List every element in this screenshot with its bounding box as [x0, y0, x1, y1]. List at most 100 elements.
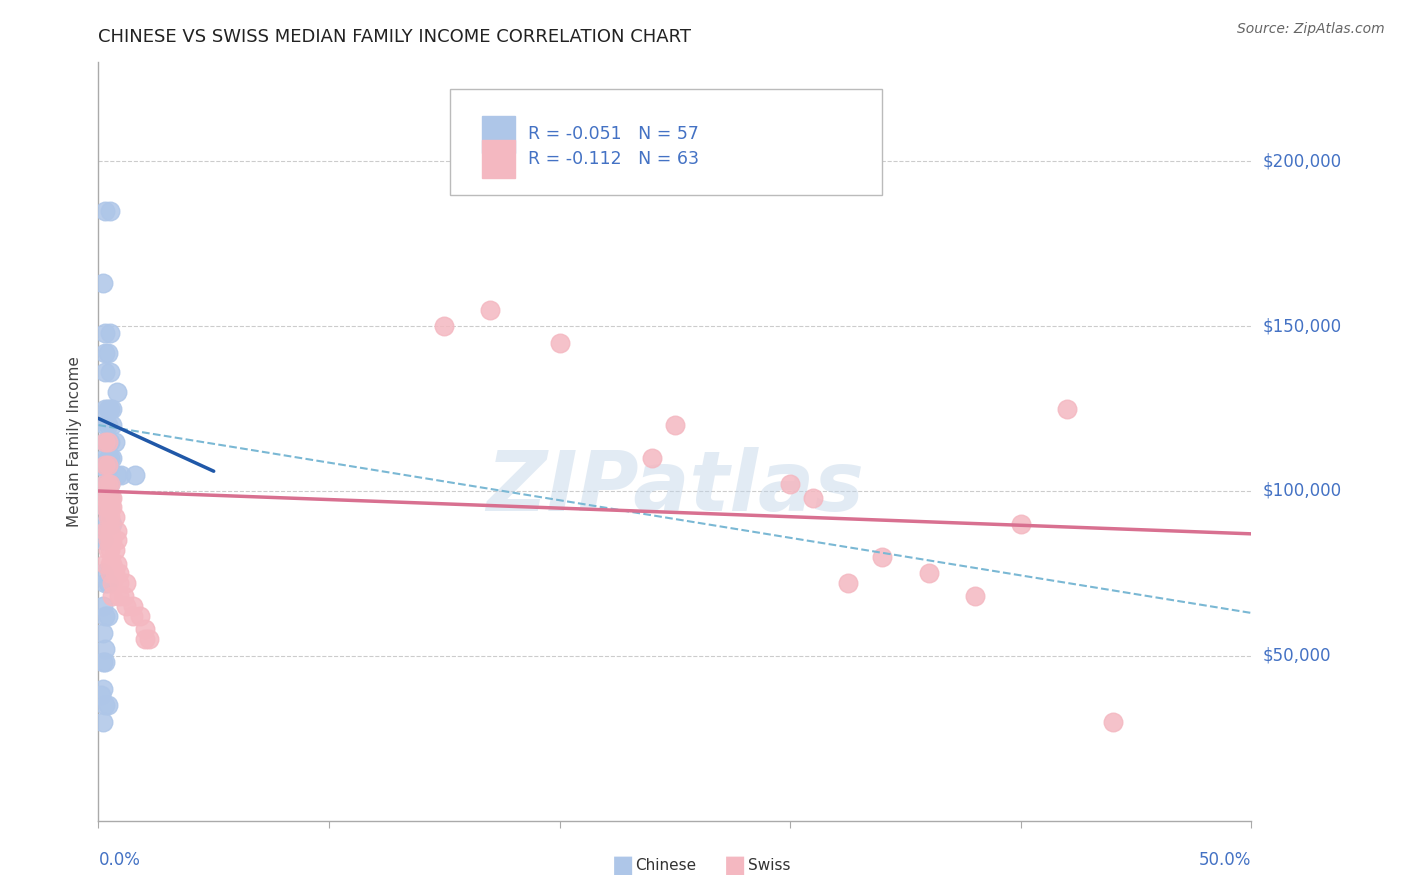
Point [105, 385, 128, 400]
Point [97, 698, 120, 713]
Point [837, 576, 859, 591]
Text: $150,000: $150,000 [1263, 318, 1341, 335]
Point [94, 434, 117, 449]
Point [664, 418, 686, 433]
Point [97, 524, 120, 538]
Point [110, 467, 132, 482]
Point [115, 599, 138, 614]
Point [97, 477, 120, 491]
Point [101, 516, 124, 531]
Point [108, 576, 131, 591]
Point [97, 543, 120, 558]
Point [433, 319, 456, 334]
Point [98, 491, 121, 505]
Point [97, 401, 120, 416]
Point [103, 566, 125, 581]
Point [97, 609, 120, 624]
Point [1010, 516, 1032, 531]
Point [94, 500, 117, 515]
Point [101, 450, 124, 465]
Point [90, 689, 112, 703]
Point [94, 609, 117, 624]
Point [97, 450, 120, 465]
Point [97, 418, 120, 433]
Point [98, 326, 121, 340]
Text: Source: ZipAtlas.com: Source: ZipAtlas.com [1237, 22, 1385, 37]
Text: $100,000: $100,000 [1263, 482, 1341, 500]
Point [101, 590, 124, 604]
Point [101, 533, 124, 548]
Point [94, 656, 117, 670]
Point [94, 458, 117, 472]
Text: Chinese: Chinese [636, 858, 696, 872]
Point [94, 326, 117, 340]
Point [479, 302, 502, 317]
Point [94, 345, 117, 359]
Point [115, 576, 138, 591]
Point [101, 491, 124, 505]
Point [112, 590, 135, 604]
FancyBboxPatch shape [482, 115, 515, 153]
Point [101, 557, 124, 571]
Point [97, 461, 120, 475]
Text: ■: ■ [612, 854, 634, 877]
Point [94, 524, 117, 538]
Point [98, 477, 121, 491]
Text: $50,000: $50,000 [1263, 647, 1331, 665]
Point [98, 365, 121, 379]
Point [94, 203, 117, 218]
Text: 0.0%: 0.0% [98, 851, 141, 869]
Point [98, 491, 121, 505]
Point [98, 533, 121, 548]
Point [101, 401, 124, 416]
Point [97, 434, 120, 449]
Point [94, 698, 117, 713]
Point [98, 434, 121, 449]
Text: R = -0.112   N = 63: R = -0.112 N = 63 [529, 150, 699, 168]
Point [97, 477, 120, 491]
Point [91, 681, 114, 696]
Point [94, 576, 117, 591]
Text: ZIPatlas: ZIPatlas [486, 447, 863, 527]
Point [105, 467, 128, 482]
Point [138, 632, 160, 647]
Text: 50.0%: 50.0% [1199, 851, 1251, 869]
Point [94, 491, 117, 505]
Point [98, 557, 121, 571]
Point [98, 401, 121, 416]
Point [124, 467, 146, 482]
Point [94, 450, 117, 465]
Point [963, 590, 986, 604]
Point [129, 609, 152, 624]
Point [134, 623, 156, 637]
Point [97, 491, 120, 505]
Point [97, 491, 120, 505]
Point [105, 524, 128, 538]
Point [98, 566, 121, 581]
Text: R = -0.051   N = 57: R = -0.051 N = 57 [529, 126, 699, 144]
Point [122, 599, 145, 614]
Point [94, 401, 117, 416]
Point [94, 461, 117, 475]
Point [94, 516, 117, 531]
Point [98, 450, 121, 465]
Text: Swiss: Swiss [748, 858, 790, 872]
Point [94, 477, 117, 491]
Y-axis label: Median Family Income: Median Family Income [67, 356, 83, 527]
Point [98, 203, 121, 218]
Point [134, 632, 156, 647]
Point [98, 477, 121, 491]
Point [94, 500, 117, 515]
Point [94, 491, 117, 505]
FancyBboxPatch shape [450, 89, 883, 195]
Point [91, 533, 114, 548]
Point [1056, 401, 1078, 416]
Point [1102, 714, 1125, 729]
Point [91, 277, 114, 291]
Point [872, 549, 894, 564]
Point [91, 599, 114, 614]
Point [103, 434, 125, 449]
Point [94, 365, 117, 379]
Point [94, 642, 117, 657]
Text: CHINESE VS SWISS MEDIAN FAMILY INCOME CORRELATION CHART: CHINESE VS SWISS MEDIAN FAMILY INCOME CO… [98, 28, 692, 45]
